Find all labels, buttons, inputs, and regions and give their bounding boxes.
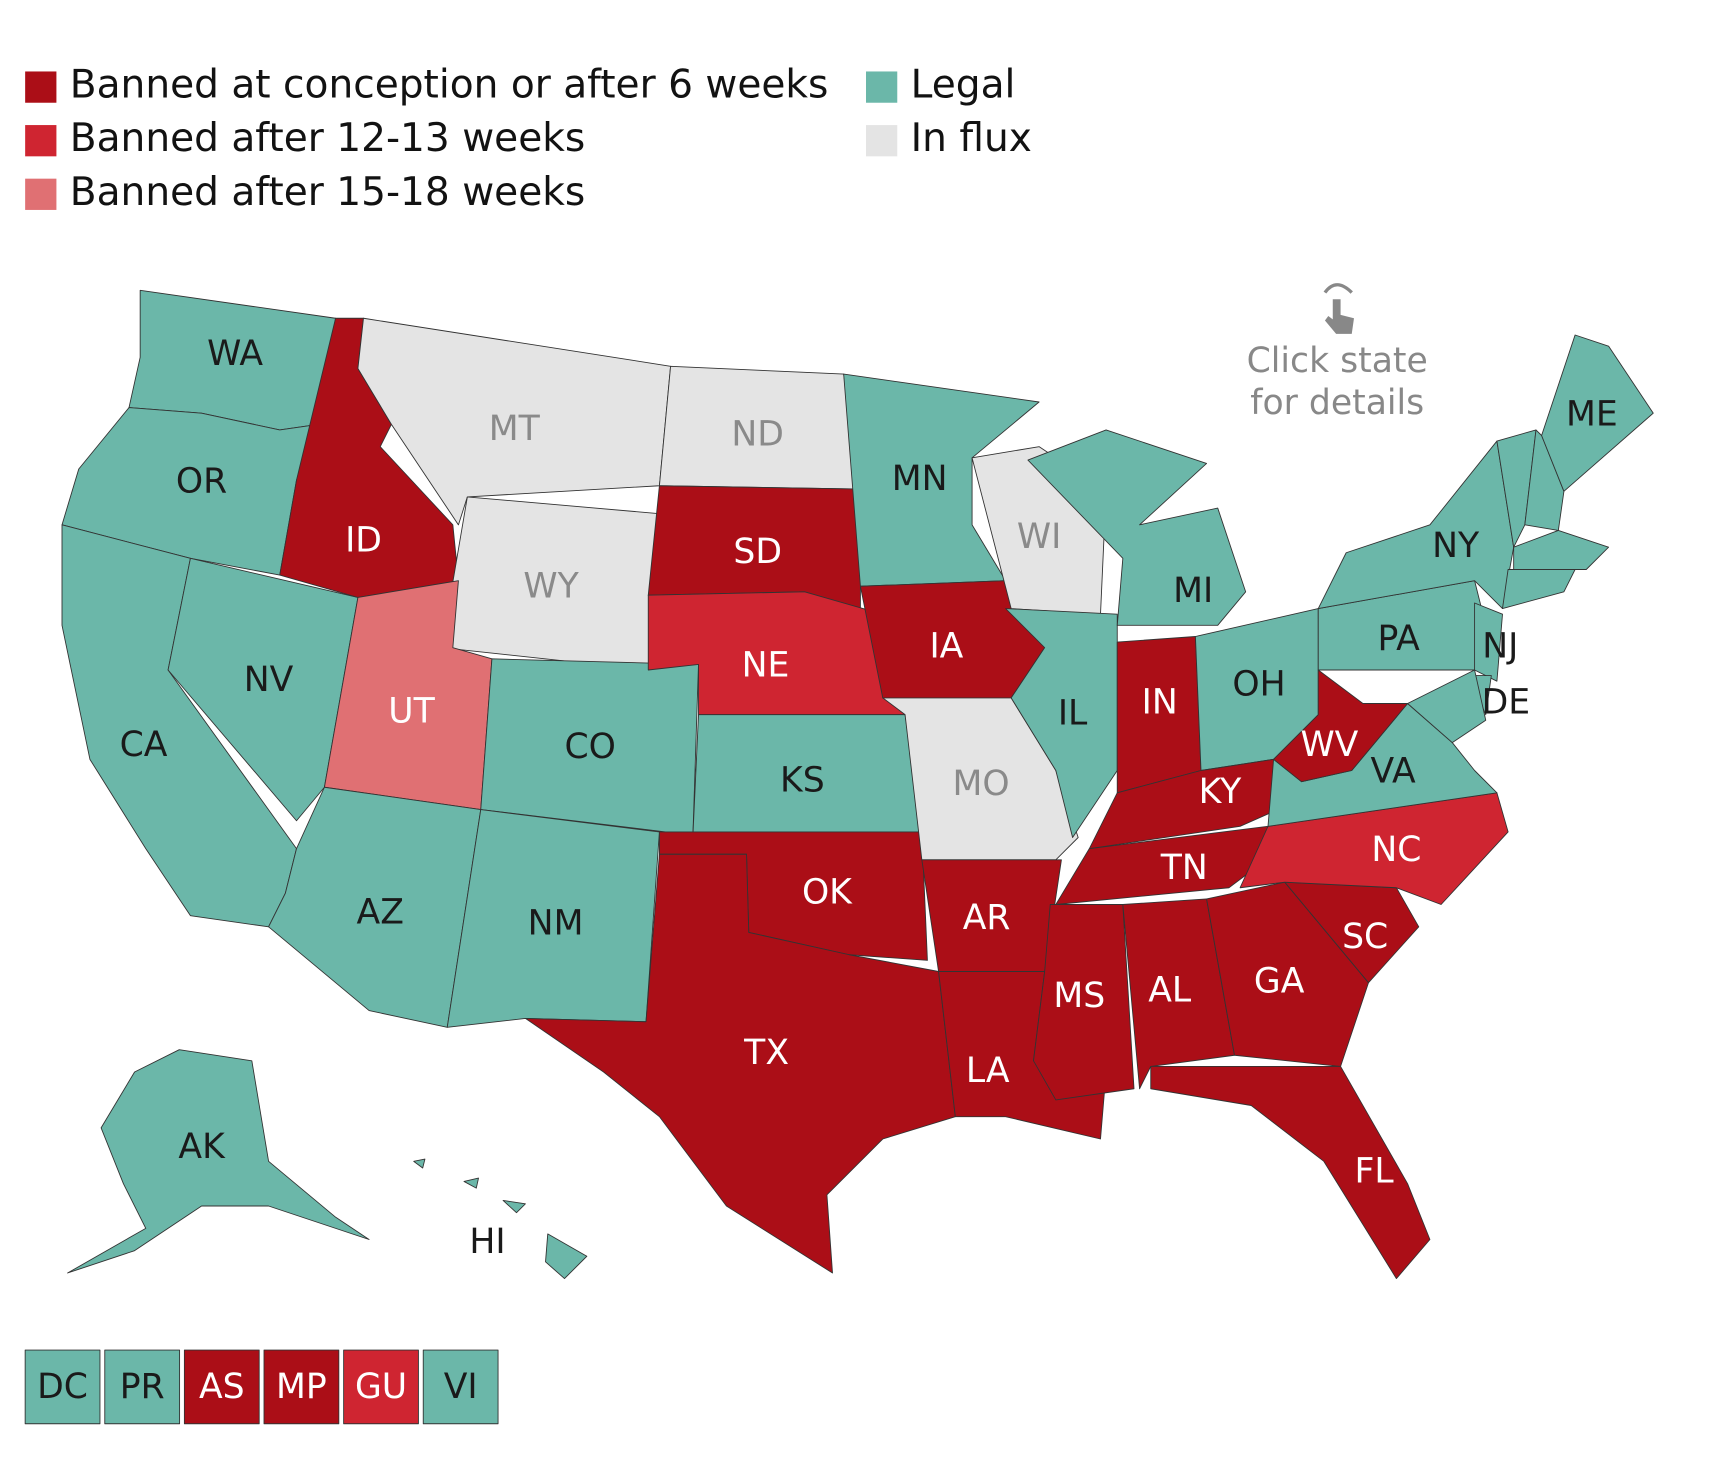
state[interactable]: AK	[67, 1049, 370, 1274]
legend-label: Banned after 12-13 weeks	[70, 116, 585, 161]
territory[interactable]: MP	[263, 1349, 340, 1425]
state-shape[interactable]	[1150, 1065, 1431, 1280]
state-shape[interactable]	[167, 557, 359, 822]
territory-box[interactable]	[263, 1349, 340, 1425]
state[interactable]: FL	[1150, 1065, 1431, 1280]
state[interactable]	[1513, 529, 1610, 570]
state[interactable]: CO	[480, 658, 699, 836]
state-shape[interactable]	[441, 496, 660, 671]
state[interactable]: WY	[441, 496, 660, 671]
state[interactable]: SD	[647, 485, 861, 610]
territory[interactable]: GU	[343, 1349, 419, 1425]
state-shape[interactable]	[1474, 602, 1503, 682]
territory-box[interactable]	[422, 1349, 499, 1425]
state[interactable]: AR	[921, 859, 1062, 972]
state-shape[interactable]	[658, 365, 861, 490]
state-shape[interactable]	[1027, 429, 1247, 626]
state-shape[interactable]	[692, 714, 923, 836]
territory-box[interactable]	[183, 1349, 260, 1425]
state-shape[interactable]	[1033, 904, 1135, 1101]
state[interactable]: NY	[1317, 440, 1515, 610]
state[interactable]	[1407, 669, 1487, 744]
state[interactable]	[1502, 569, 1576, 610]
state-shape[interactable]	[1407, 669, 1487, 744]
state[interactable]: AZ	[268, 786, 482, 1028]
hint-text: for details	[1250, 383, 1424, 423]
state-shape[interactable]	[1317, 440, 1515, 610]
legend-label: Legal	[911, 63, 1016, 108]
state[interactable]: ND	[658, 365, 861, 490]
hand-icon	[1324, 299, 1354, 334]
state-shape[interactable]	[480, 658, 699, 836]
state-shape[interactable]	[1502, 569, 1576, 610]
territory[interactable]: AS	[183, 1349, 260, 1425]
hint-text: Click state	[1247, 341, 1428, 381]
legend-label: Banned at conception or after 6 weeks	[70, 63, 829, 108]
state[interactable]: ME	[1541, 334, 1654, 492]
state-shape[interactable]	[67, 1049, 370, 1274]
state[interactable]: IN	[1116, 636, 1202, 794]
state-shape[interactable]	[1541, 334, 1654, 492]
state[interactable]: NJ	[1474, 602, 1519, 682]
state-shape[interactable]	[413, 1158, 426, 1169]
state-shape[interactable]	[268, 786, 482, 1028]
territory-box[interactable]	[343, 1349, 419, 1425]
state[interactable]: NM	[446, 809, 660, 1028]
legend: Banned at conception or after 6 weeks Ban…	[25, 63, 1032, 215]
state-shape[interactable]	[1206, 881, 1369, 1067]
state[interactable]: HI	[413, 1158, 588, 1280]
territories: DC PR AS MP GU VI	[24, 1349, 499, 1425]
state[interactable]	[1524, 429, 1565, 531]
state-shape[interactable]	[502, 1199, 526, 1214]
state-shape[interactable]	[446, 809, 660, 1028]
state-shape[interactable]	[1524, 429, 1565, 531]
legend-swatch	[25, 71, 57, 103]
hint-arc	[1323, 283, 1353, 294]
territory-box[interactable]	[104, 1349, 181, 1425]
state-shape[interactable]	[463, 1177, 479, 1189]
state-shape[interactable]	[128, 289, 337, 431]
legend-swatch	[866, 71, 898, 103]
state-shape[interactable]	[524, 853, 956, 1274]
territory-box[interactable]	[24, 1349, 101, 1425]
state-shape[interactable]	[545, 1233, 588, 1280]
legend-swatch	[866, 125, 898, 157]
state-shape[interactable]	[1116, 636, 1202, 794]
state-shape[interactable]	[1005, 608, 1118, 838]
territory[interactable]: DC	[24, 1349, 101, 1425]
state-label: HI	[469, 1222, 505, 1262]
state[interactable]: MS	[1033, 904, 1135, 1101]
state-shape[interactable]	[647, 485, 861, 610]
state-shape[interactable]	[1513, 529, 1610, 570]
legend-label: Banned after 15-18 weeks	[70, 170, 585, 215]
legend-swatch	[25, 125, 57, 157]
state-shape[interactable]	[1273, 669, 1409, 783]
state[interactable]: WA	[128, 289, 337, 431]
territory[interactable]: VI	[422, 1349, 499, 1425]
legend-swatch	[25, 178, 57, 210]
legend-label: In flux	[911, 116, 1032, 161]
state-shape[interactable]	[1122, 898, 1235, 1090]
state-shape[interactable]	[921, 859, 1062, 972]
state[interactable]: KS	[692, 714, 923, 836]
territory[interactable]: PR	[104, 1349, 181, 1425]
